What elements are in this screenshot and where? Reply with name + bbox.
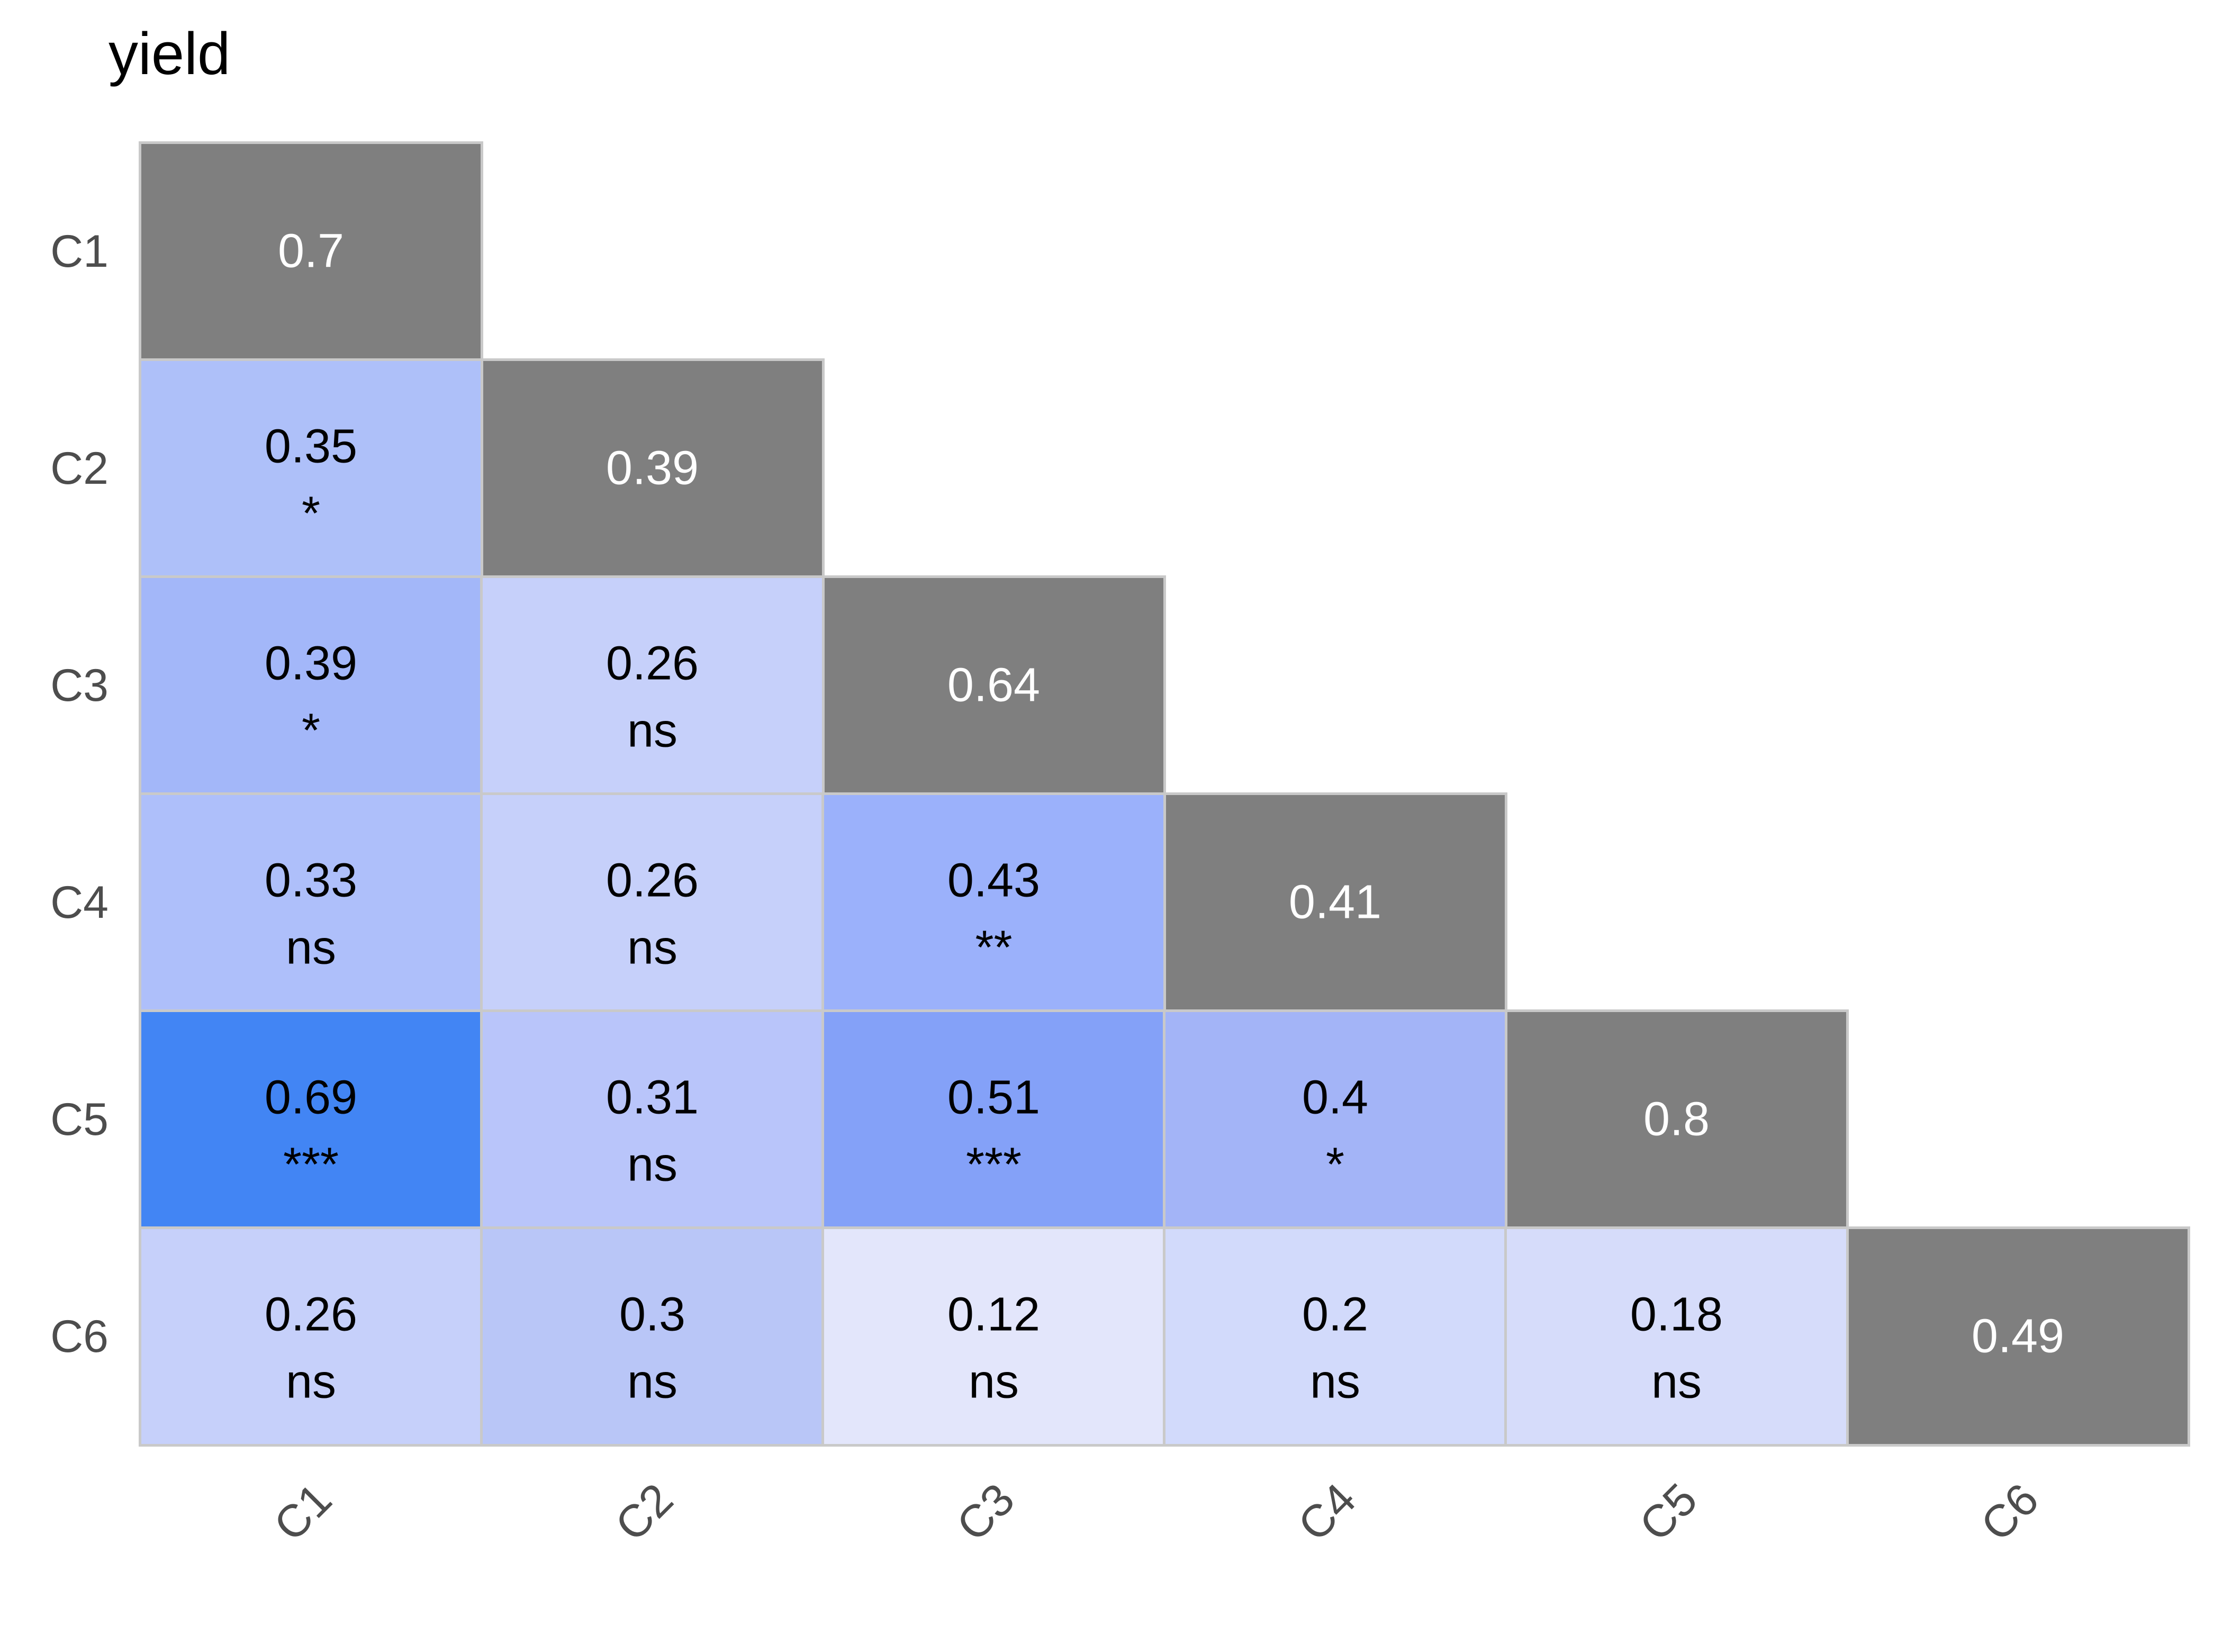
cell-value: 0.39: [264, 637, 358, 690]
cell-value: 0.31: [606, 1071, 699, 1124]
cell-significance: *: [1325, 1138, 1345, 1191]
cell-significance: ns: [627, 1355, 678, 1409]
matrix-cell-C6-C5: 0.18 ns: [1504, 1226, 1849, 1447]
cell-significance: ns: [1651, 1355, 1702, 1409]
diagonal-cell-C2: 0.39: [480, 358, 825, 579]
matrix-cell-C3-C1: 0.39 *: [139, 575, 483, 796]
cell-significance: ns: [627, 1138, 678, 1191]
matrix-cell-C5-C2: 0.31 ns: [480, 1009, 825, 1230]
cell-value: 0.43: [947, 854, 1041, 907]
matrix-cell-C2-C1: 0.35 *: [139, 358, 483, 579]
y-axis-label-C6: C6: [50, 1311, 109, 1362]
cell-value: 0.26: [606, 854, 699, 907]
matrix-cell-C5-C1: 0.69 ***: [139, 1009, 483, 1230]
diagonal-cell-C4: 0.41: [1163, 792, 1507, 1013]
matrix-cell-C6-C2: 0.3 ns: [480, 1226, 825, 1447]
matrix-cell-C4-C2: 0.26 ns: [480, 792, 825, 1013]
cell-value: 0.64: [947, 658, 1041, 712]
y-axis-label-C2: C2: [50, 443, 109, 494]
chart-title: yield: [109, 21, 231, 87]
y-axis-label-C5: C5: [50, 1094, 109, 1145]
cell-value: 0.41: [1288, 875, 1382, 929]
cell-value: 0.2: [1302, 1288, 1369, 1341]
cell-value: 0.3: [619, 1288, 686, 1341]
diagonal-cell-C1: 0.7: [139, 141, 483, 362]
matrix-cell-C5-C3: 0.51 ***: [821, 1009, 1166, 1230]
cell-significance: ns: [285, 1355, 337, 1409]
cell-significance: ns: [285, 921, 337, 974]
cell-value: 0.39: [606, 441, 699, 495]
y-axis-label-C3: C3: [50, 660, 109, 711]
cell-significance: ns: [968, 1355, 1019, 1409]
cell-significance: ns: [627, 921, 678, 974]
matrix-cell-C3-C2: 0.26 ns: [480, 575, 825, 796]
cell-significance: ***: [283, 1138, 339, 1191]
cell-value: 0.4: [1302, 1071, 1369, 1124]
cell-value: 0.12: [947, 1288, 1041, 1341]
cell-value: 0.33: [264, 854, 358, 907]
matrix-cell-C6-C4: 0.2 ns: [1163, 1226, 1507, 1447]
matrix-cell-C4-C1: 0.33 ns: [139, 792, 483, 1013]
cell-significance: ns: [1309, 1355, 1361, 1409]
cell-value: 0.69: [264, 1071, 358, 1124]
cell-value: 0.7: [277, 224, 345, 278]
cell-value: 0.18: [1630, 1288, 1723, 1341]
matrix-cell-C6-C3: 0.12 ns: [821, 1226, 1166, 1447]
diagonal-cell-C3: 0.64: [821, 575, 1166, 796]
cell-value: 0.26: [606, 637, 699, 690]
cell-significance: *: [301, 704, 321, 757]
cell-significance: ***: [965, 1138, 1022, 1191]
matrix-cell-C4-C3: 0.43 **: [821, 792, 1166, 1013]
cell-significance: *: [301, 487, 321, 540]
diagonal-cell-C5: 0.8: [1504, 1009, 1849, 1230]
y-axis-label-C1: C1: [50, 225, 109, 277]
y-axis-label-C4: C4: [50, 877, 109, 928]
matrix-cell-C5-C4: 0.4 *: [1163, 1009, 1507, 1230]
cell-value: 0.35: [264, 420, 358, 473]
cell-value: 0.26: [264, 1288, 358, 1341]
correlation-matrix: 0.7 0.39 0.64 0.41 0.8 0.49 0.35 * 0.39 …: [139, 141, 2190, 1447]
cell-value: 0.8: [1643, 1093, 1710, 1146]
matrix-cell-C6-C1: 0.26 ns: [139, 1226, 483, 1447]
diagonal-cell-C6: 0.49: [1846, 1226, 2190, 1447]
cell-significance: ns: [627, 704, 678, 757]
cell-value: 0.51: [947, 1071, 1041, 1124]
cell-value: 0.49: [1971, 1310, 2065, 1363]
cell-significance: **: [975, 921, 1013, 974]
